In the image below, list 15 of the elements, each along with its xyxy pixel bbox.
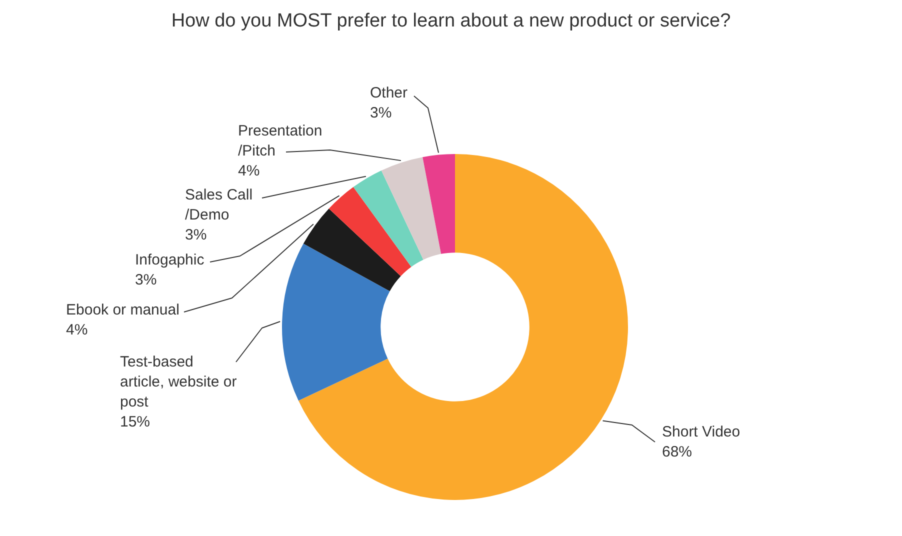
data-label: 15%	[120, 414, 150, 431]
data-label: 68%	[662, 444, 692, 461]
chart-title: How do you MOST prefer to learn about a new product or service?	[171, 10, 731, 32]
slice-label: Other	[370, 84, 408, 102]
slice-label: Sales Call /Demo	[185, 186, 253, 224]
data-label: 3%	[135, 272, 157, 289]
slice-label: Ebook or manual	[66, 302, 180, 319]
data-label: 3%	[185, 226, 207, 244]
slice-label: Short Video	[662, 424, 740, 441]
data-label: 4%	[238, 162, 260, 180]
data-label: 3%	[370, 104, 392, 122]
slice-label: Infogaphic	[135, 252, 205, 269]
slice-label: Test-based article, website or post	[120, 354, 237, 411]
slice-label: Presentation /Pitch	[238, 122, 322, 160]
data-label: 4%	[66, 322, 88, 339]
